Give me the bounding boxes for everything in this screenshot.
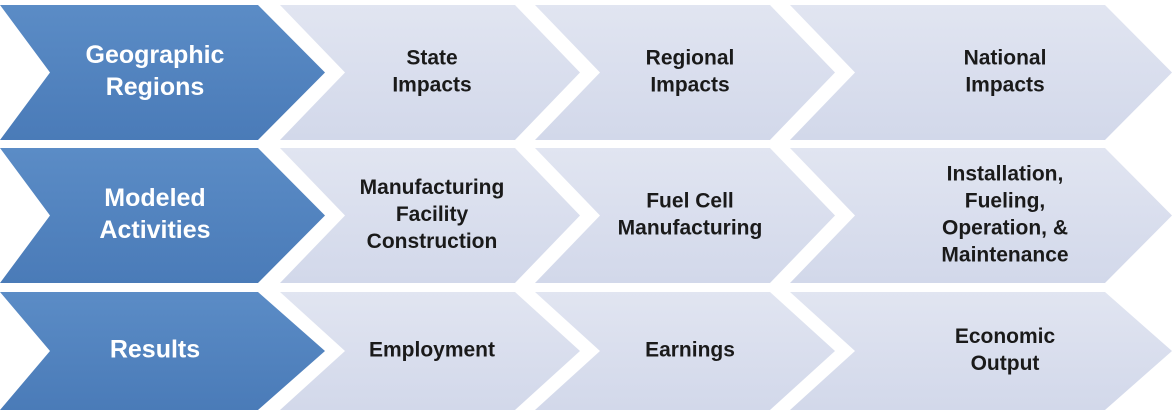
item-text: Impacts xyxy=(650,74,729,97)
item-text: Economic xyxy=(955,325,1056,348)
item-text: National xyxy=(964,47,1047,70)
header-chevron xyxy=(0,148,325,283)
header-chevron xyxy=(0,292,325,410)
item-chevron xyxy=(535,292,835,410)
item-chevron xyxy=(280,292,580,410)
item-text: Manufacturing xyxy=(360,176,505,199)
item-text: Fueling, xyxy=(965,190,1046,213)
item-chevron xyxy=(535,148,835,283)
header-chevron xyxy=(0,5,325,140)
item-text: Impacts xyxy=(392,74,471,97)
item-text: Fuel Cell xyxy=(646,190,734,213)
item-text: Construction xyxy=(367,230,498,253)
item-text: Regional xyxy=(646,47,735,70)
item-text: Operation, & xyxy=(942,217,1068,240)
row-header-text: Regions xyxy=(106,73,205,101)
item-chevron xyxy=(790,292,1172,410)
item-text: Manufacturing xyxy=(618,217,763,240)
item-text: Output xyxy=(971,352,1040,375)
row-header-text: Activities xyxy=(99,216,210,244)
item-text: Maintenance xyxy=(941,244,1068,267)
item-text: Installation, xyxy=(947,163,1064,186)
item-chevron xyxy=(280,148,580,283)
row-header-text: Geographic xyxy=(86,41,225,69)
row-header-text: Results xyxy=(110,336,200,364)
item-chevron xyxy=(535,5,835,140)
item-text: Earnings xyxy=(645,339,735,362)
item-chevron xyxy=(790,148,1172,283)
item-text: State xyxy=(406,47,457,70)
item-text: Impacts xyxy=(965,74,1044,97)
row-header-text: Modeled xyxy=(104,184,205,212)
item-text: Employment xyxy=(369,339,495,362)
item-chevron xyxy=(280,5,580,140)
item-text: Facility xyxy=(396,203,469,226)
item-chevron xyxy=(790,5,1172,140)
